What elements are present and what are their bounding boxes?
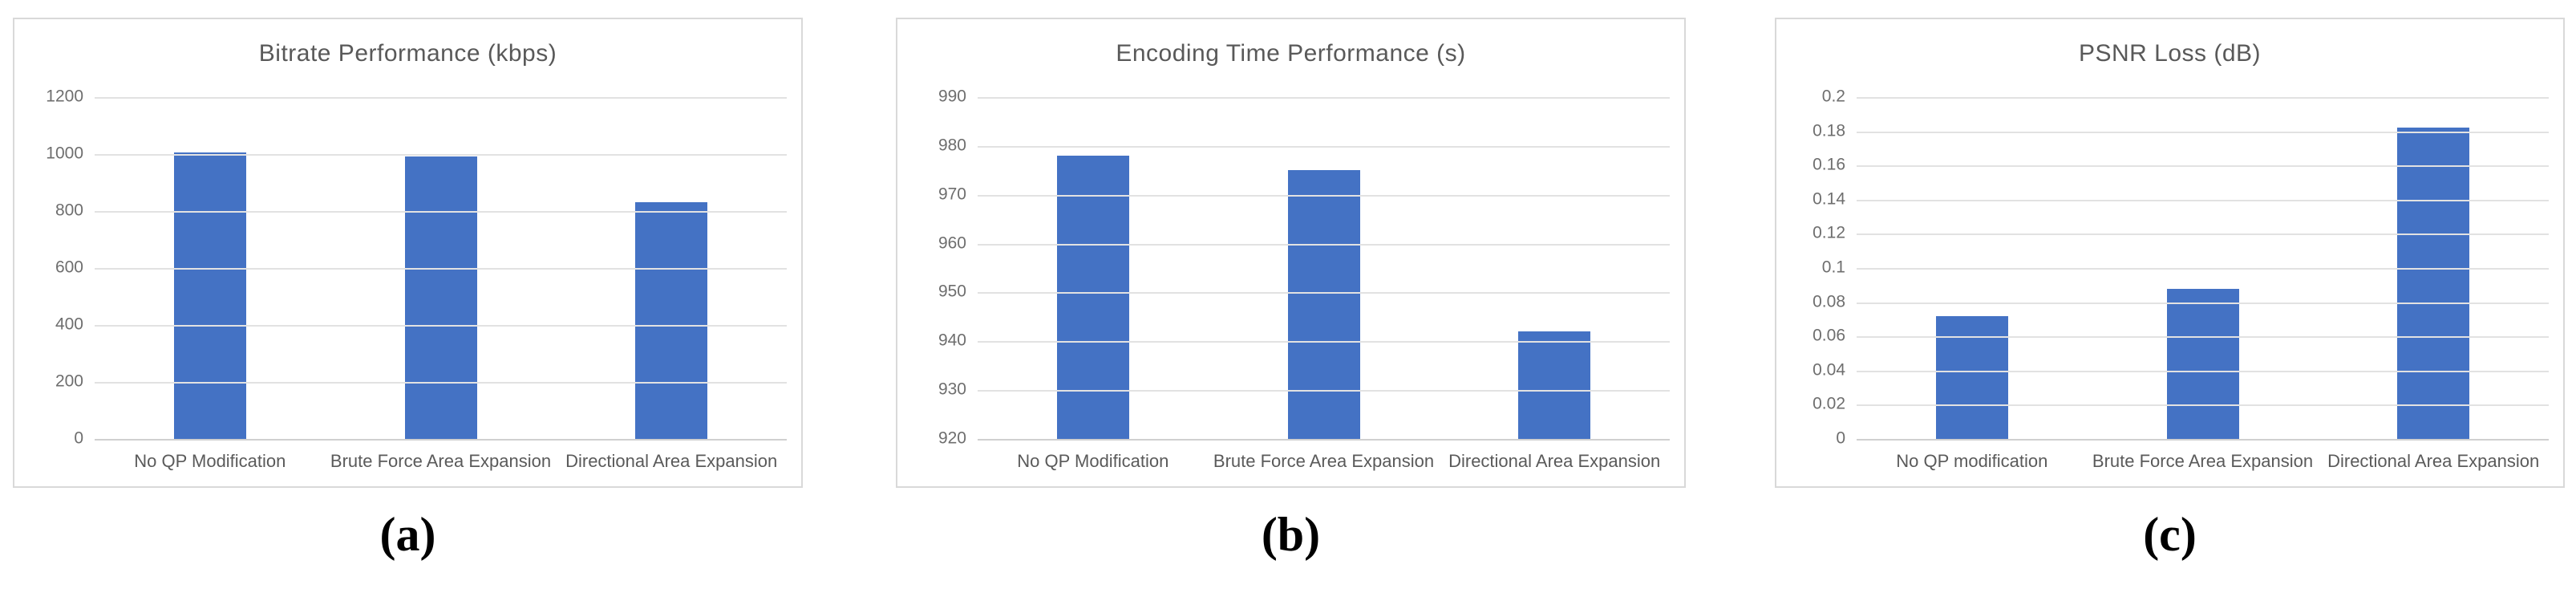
psnr-loss-chart-panel: PSNR Loss (dB) 0 0.02 0.04 0.06 0.08 0.1 0.12 0…: [1775, 18, 2565, 488]
y-tick-label: 0.16: [1813, 155, 1845, 174]
gridline: [95, 325, 787, 327]
y-tick-label: 200: [55, 372, 83, 391]
x-axis: No QP Modification Brute Force Area Expan…: [95, 451, 787, 472]
gridline: [1857, 97, 2549, 99]
gridline: [1857, 370, 2549, 372]
gridline: [1857, 233, 2549, 236]
subfigure-caption-a: (a): [379, 508, 436, 561]
y-tick-label: 930: [938, 380, 966, 399]
y-tick-label: 0: [1836, 428, 1845, 448]
bar: [1287, 170, 1360, 439]
gridline: [978, 194, 1670, 197]
y-tick-label: 990: [938, 87, 966, 106]
y-tick-label: 1000: [46, 144, 83, 163]
y-tick-label: 1200: [46, 87, 83, 106]
bar: [2166, 288, 2239, 439]
category-cell: [95, 97, 326, 439]
x-axis: No QP Modification Brute Force Area Expan…: [978, 451, 1670, 472]
y-axis: 0 200 400 600 800 1000 1200: [14, 87, 83, 448]
gridline: [1857, 336, 2549, 339]
gridline: [1857, 439, 2549, 441]
subfigure-caption-b: (b): [1261, 508, 1321, 561]
y-tick-label: 0: [74, 428, 83, 448]
bar: [173, 152, 246, 439]
y-tick-label: 400: [55, 315, 83, 334]
category-label: Directional Area Expansion: [2327, 451, 2540, 471]
gridline: [95, 154, 787, 156]
category-label: No QP Modification: [1017, 451, 1169, 471]
category-cell: [1439, 97, 1670, 439]
gridline: [1857, 199, 2549, 201]
y-tick-label: 600: [55, 258, 83, 277]
gridline: [95, 439, 787, 441]
gridline: [978, 97, 1670, 99]
category-label: No QP modification: [1896, 451, 2048, 471]
gridline: [95, 97, 787, 99]
y-tick-label: 0.08: [1813, 292, 1845, 311]
y-tick-label: 0.14: [1813, 189, 1845, 209]
gridline: [978, 243, 1670, 246]
bar: [635, 202, 708, 439]
chart-title: PSNR Loss (dB): [2078, 40, 2262, 67]
subfigure-caption-c: (c): [2143, 508, 2197, 561]
bar: [1935, 315, 2008, 439]
y-tick-label: 980: [938, 136, 966, 155]
gridline: [978, 390, 1670, 392]
gridline: [95, 382, 787, 384]
category-cell: [2318, 97, 2549, 439]
bars-layer: [95, 97, 787, 439]
plot-area: [95, 97, 787, 441]
y-axis: 920 930 940 950 960 970 980 990: [897, 87, 966, 448]
y-tick-label: 0.1: [1821, 258, 1845, 277]
y-tick-label: 0.2: [1821, 87, 1845, 106]
gridline: [1857, 268, 2549, 270]
gridline: [95, 211, 787, 213]
plot-area: [978, 97, 1670, 441]
gridline: [1857, 404, 2549, 407]
bitrate-chart-panel: Bitrate Performance (kbps) 0 200 400 600 800…: [13, 18, 803, 488]
bar: [1518, 331, 1591, 439]
chart-title: Encoding Time Performance (s): [1116, 40, 1466, 67]
category-label: Directional Area Expansion: [1448, 451, 1661, 471]
encoding-time-chart-panel: Encoding Time Performance (s) 920 930 940 9…: [896, 18, 1686, 488]
chart-title: Bitrate Performance (kbps): [258, 40, 557, 67]
y-tick-label: 0.18: [1813, 121, 1845, 140]
gridline: [978, 341, 1670, 343]
y-tick-label: 960: [938, 233, 966, 253]
y-tick-label: 970: [938, 185, 966, 204]
category-cell: [978, 97, 1209, 439]
bar: [404, 156, 477, 439]
bar: [1056, 156, 1129, 439]
gridline: [1857, 131, 2549, 133]
y-tick-label: 0.06: [1813, 326, 1845, 345]
category-label: Brute Force Area Expansion: [330, 451, 552, 471]
plot-area: [1857, 97, 2549, 441]
y-tick-label: 0.02: [1813, 394, 1845, 413]
category-label: Brute Force Area Expansion: [2092, 451, 2314, 471]
category-cell: [556, 97, 787, 439]
y-tick-label: 940: [938, 331, 966, 350]
y-tick-label: 950: [938, 282, 966, 301]
gridline: [978, 145, 1670, 148]
y-tick-label: 800: [55, 201, 83, 220]
gridline: [978, 292, 1670, 294]
category-label: Directional Area Expansion: [565, 451, 778, 471]
y-axis: 0 0.02 0.04 0.06 0.08 0.1 0.12 0.14 0.16 0.18 0.2: [1776, 87, 1845, 448]
category-cell: [2088, 97, 2319, 439]
category-cell: [326, 97, 557, 439]
y-tick-label: 920: [938, 428, 966, 448]
gridline: [1857, 165, 2549, 168]
category-cell: [1209, 97, 1440, 439]
category-label: Brute Force Area Expansion: [1213, 451, 1435, 471]
category-label: No QP Modification: [134, 451, 286, 471]
gridline: [978, 439, 1670, 441]
bars-layer: [978, 97, 1670, 439]
y-tick-label: 0.12: [1813, 223, 1845, 242]
gridline: [1857, 302, 2549, 304]
gridline: [95, 268, 787, 270]
bar: [2397, 128, 2470, 439]
y-tick-label: 0.04: [1813, 360, 1845, 380]
x-axis: No QP modification Brute Force Area Expan…: [1857, 451, 2549, 472]
